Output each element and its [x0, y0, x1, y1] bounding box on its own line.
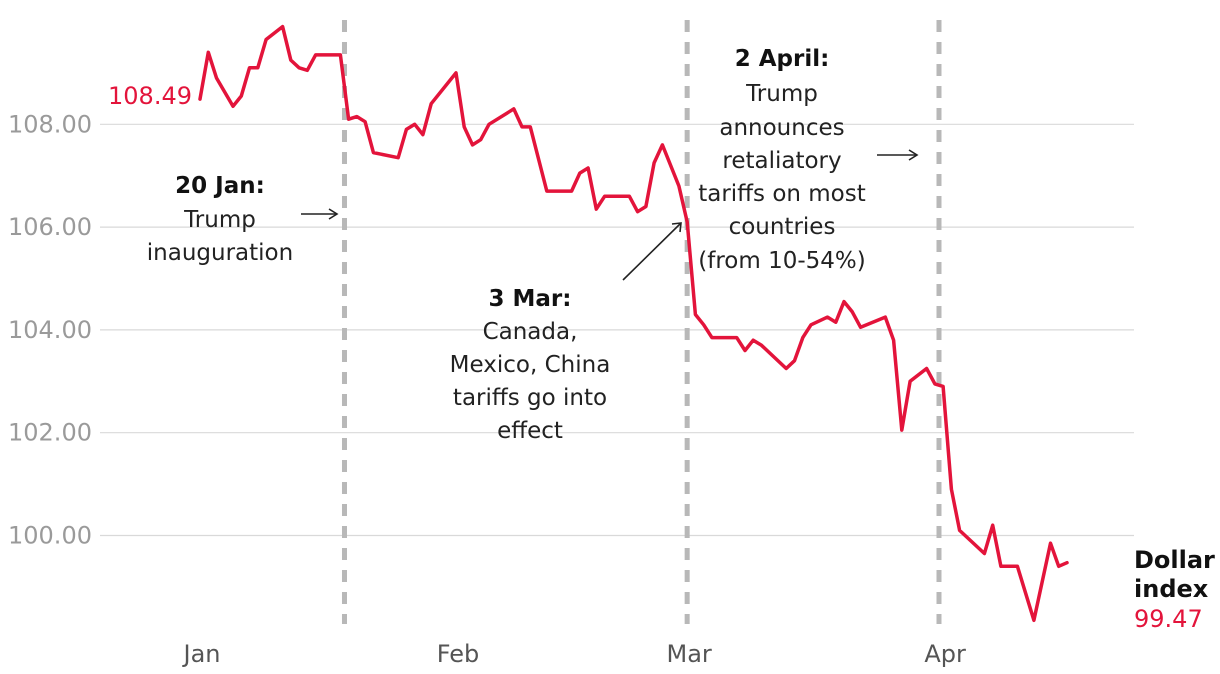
- gridlines: [100, 123, 1134, 537]
- annotation-line: tariffs go into: [453, 385, 607, 411]
- x-axis-ticks: Jan Feb Mar Apr: [182, 640, 967, 668]
- dollar-index-line: [198, 24, 1069, 623]
- annotation-line: tariffs on most: [698, 181, 866, 207]
- annotation-line: countries: [729, 214, 836, 240]
- annotation-line: retaliatory: [722, 148, 841, 174]
- annotation-tariffs-canada-mexico-china: 3 Mar: Canada, Mexico, China tariffs go …: [450, 222, 682, 444]
- y-tick-label: 100.00: [8, 522, 92, 550]
- annotation-line: announces: [719, 115, 844, 141]
- annotation-inauguration: 20 Jan: Trump inauguration: [147, 173, 339, 266]
- annotation-title: 3 Mar:: [489, 286, 572, 312]
- y-tick-label: 102.00: [8, 419, 92, 447]
- y-axis-ticks: 100.00 102.00 104.00 106.00 108.00: [8, 110, 92, 549]
- series-name-line1: Dollar: [1134, 546, 1215, 574]
- y-tick-label: 108.00: [8, 110, 92, 138]
- right-arrow-icon: [877, 149, 919, 161]
- end-value-label: 99.47: [1134, 605, 1203, 633]
- annotation-line: inauguration: [147, 240, 293, 266]
- annotation-line: (from 10-54%): [698, 248, 865, 274]
- event-lines: [341, 20, 942, 624]
- x-tick-label: Jan: [182, 640, 221, 668]
- y-tick-label: 104.00: [8, 316, 92, 344]
- x-tick-label: Feb: [437, 640, 480, 668]
- annotation-title: 20 Jan:: [175, 173, 265, 199]
- annotation-line: Trump: [183, 207, 256, 233]
- diagonal-arrow-icon: [622, 222, 682, 281]
- x-tick-label: Mar: [667, 640, 712, 668]
- annotation-line: Canada,: [483, 319, 578, 345]
- start-value-label: 108.49: [108, 82, 192, 110]
- annotation-title: 2 April:: [735, 46, 830, 72]
- x-tick-label: Apr: [924, 640, 966, 668]
- y-tick-label: 106.00: [8, 213, 92, 241]
- annotation-retaliatory-tariffs: 2 April: Trump announces retaliatory tar…: [698, 46, 919, 274]
- annotation-line: Mexico, China: [450, 352, 611, 378]
- annotation-line: Trump: [745, 81, 818, 107]
- annotation-line: effect: [497, 418, 563, 444]
- right-arrow-icon: [301, 208, 339, 220]
- series-name-line2: index: [1134, 575, 1209, 603]
